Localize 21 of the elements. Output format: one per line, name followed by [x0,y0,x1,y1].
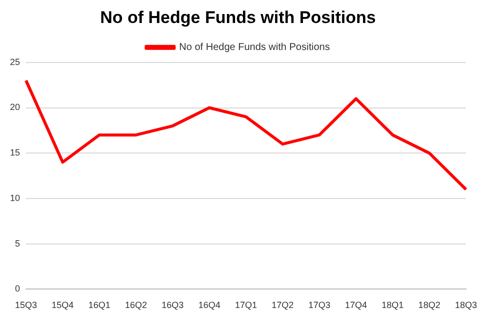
y-tick-label: 20 [10,102,20,112]
x-tick-label: 18Q2 [418,300,440,310]
y-tick-label: 5 [14,238,20,248]
y-tick-label: 0 [14,284,20,294]
x-tick-label: 16Q3 [162,300,184,310]
x-tick-label: 18Q3 [454,300,478,310]
x-tick-label: 17Q3 [308,300,330,310]
y-tick-label: 10 [10,192,20,203]
y-tick-label: 25 [10,56,20,67]
x-tick-label: 17Q2 [272,300,294,310]
chart-title: No of Hedge Funds with Positions [100,8,376,27]
x-tick-label: 16Q4 [198,300,220,310]
legend-label: No of Hedge Funds with Positions [179,42,330,54]
x-tick-label: 17Q4 [344,300,368,310]
x-tick-label: 16Q1 [88,300,110,310]
x-tick-label: 17Q1 [234,300,258,310]
y-tick-label: 15 [10,148,20,158]
x-tick-label: 15Q4 [52,300,74,310]
x-tick-label: 18Q1 [382,300,404,310]
x-tick-label: 15Q3 [14,300,38,310]
x-tick-label: 16Q2 [124,300,148,310]
